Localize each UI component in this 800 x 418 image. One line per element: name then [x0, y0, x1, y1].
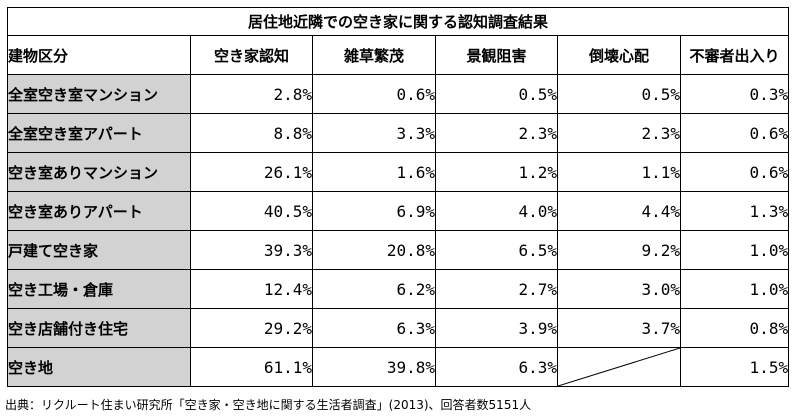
value-cell: 3.7% — [557, 308, 681, 348]
table-row: 全室空き室アパート 8.8% 3.3% 2.3% 2.3% 0.6% — [7, 113, 790, 153]
row-category-label: 全室空き室アパート — [7, 113, 191, 153]
value-cell: 4.0% — [435, 191, 558, 231]
value-cell: 1.1% — [557, 152, 681, 192]
value-cell: 6.3% — [312, 308, 436, 348]
diagonal-slash-icon — [558, 348, 680, 386]
value-cell: 2.8% — [190, 74, 313, 114]
table-row: 空き室ありマンション 26.1% 1.6% 1.2% 1.1% 0.6% — [7, 152, 790, 192]
value-cell: 1.3% — [679, 191, 790, 231]
value-cell: 12.4% — [190, 269, 313, 309]
value-cell: 3.3% — [312, 113, 436, 153]
value-cell: 1.5% — [679, 347, 790, 387]
column-header: 空き家認知 — [190, 35, 313, 75]
row-category-label: 空き工場・倉庫 — [7, 269, 191, 309]
value-cell: 3.9% — [435, 308, 558, 348]
table-row: 空き室ありアパート 40.5% 6.9% 4.0% 4.4% 1.3% — [7, 191, 790, 231]
value-cell: 0.6% — [679, 152, 790, 192]
header-row: 建物区分 空き家認知 雑草繁茂 景観阻害 倒壊心配 不審者出入り — [7, 35, 790, 75]
value-cell: 3.0% — [557, 269, 681, 309]
value-cell: 1.0% — [679, 269, 790, 309]
value-cell: 0.6% — [679, 113, 790, 153]
value-cell: 2.7% — [435, 269, 558, 309]
column-header: 景観阻害 — [435, 35, 558, 75]
category-column-header: 建物区分 — [7, 35, 191, 75]
column-header: 倒壊心配 — [557, 35, 681, 75]
column-header: 不審者出入り — [679, 35, 790, 75]
value-cell: 0.5% — [435, 74, 558, 114]
value-cell: 4.4% — [557, 191, 681, 231]
survey-table: 居住地近隣での空き家に関する認知調査結果 建物区分 空き家認知 雑草繁茂 景観阻害倒… — [6, 7, 790, 387]
table-row: 空き工場・倉庫 12.4% 6.2% 2.7% 3.0% 1.0% — [7, 269, 790, 309]
value-cell: 1.0% — [679, 230, 790, 270]
table-row: 空き店舗付き住宅 29.2% 6.3% 3.9% 3.7% 0.8% — [7, 308, 790, 348]
row-category-label: 空き室ありアパート — [7, 191, 191, 231]
value-cell: 8.8% — [190, 113, 313, 153]
value-cell: 6.3% — [435, 347, 558, 387]
value-cell: 1.6% — [312, 152, 436, 192]
row-category-label: 空き店舗付き住宅 — [7, 308, 191, 348]
value-cell: 39.8% — [312, 347, 436, 387]
row-category-label: 空き地 — [7, 347, 191, 387]
value-cell: 2.3% — [557, 113, 681, 153]
value-cell: 0.3% — [679, 74, 790, 114]
row-category-label: 空き室ありマンション — [7, 152, 191, 192]
row-category-label: 戸建て空き家 — [7, 230, 191, 270]
value-cell: 61.1% — [190, 347, 313, 387]
value-cell: 20.8% — [312, 230, 436, 270]
table-body: 全室空き室マンション 2.8% 0.6% 0.5% 0.5% 0.3% 全室空き室アパート 8… — [7, 74, 790, 387]
source-note: 出典：リクルート住まい研究所「空き家・空き地に関する生活者調査」(2013)、回… — [5, 398, 532, 412]
value-cell: 2.3% — [435, 113, 558, 153]
value-cell: 29.2% — [190, 308, 313, 348]
value-cell: 6.2% — [312, 269, 436, 309]
value-cell: 39.3% — [190, 230, 313, 270]
value-cell: 0.8% — [679, 308, 790, 348]
value-cell: 1.2% — [435, 152, 558, 192]
table-row: 全室空き室マンション 2.8% 0.6% 0.5% 0.5% 0.3% — [7, 74, 790, 114]
column-header: 雑草繁茂 — [312, 35, 436, 75]
value-cell: 9.2% — [557, 230, 681, 270]
not-applicable-cell — [557, 347, 681, 387]
value-cell: 40.5% — [190, 191, 313, 231]
value-cell: 26.1% — [190, 152, 313, 192]
table-row: 戸建て空き家 39.3% 20.8% 6.5% 9.2% 1.0% — [7, 230, 790, 270]
value-cell: 0.6% — [312, 74, 436, 114]
value-cell: 0.5% — [557, 74, 681, 114]
value-cell: 6.9% — [312, 191, 436, 231]
table-title: 居住地近隣での空き家に関する認知調査結果 — [6, 7, 790, 36]
row-category-label: 全室空き室マンション — [7, 74, 191, 114]
value-cell: 6.5% — [435, 230, 558, 270]
table-row: 空き地 61.1% 39.8% 6.3% 1.5% — [7, 347, 790, 387]
